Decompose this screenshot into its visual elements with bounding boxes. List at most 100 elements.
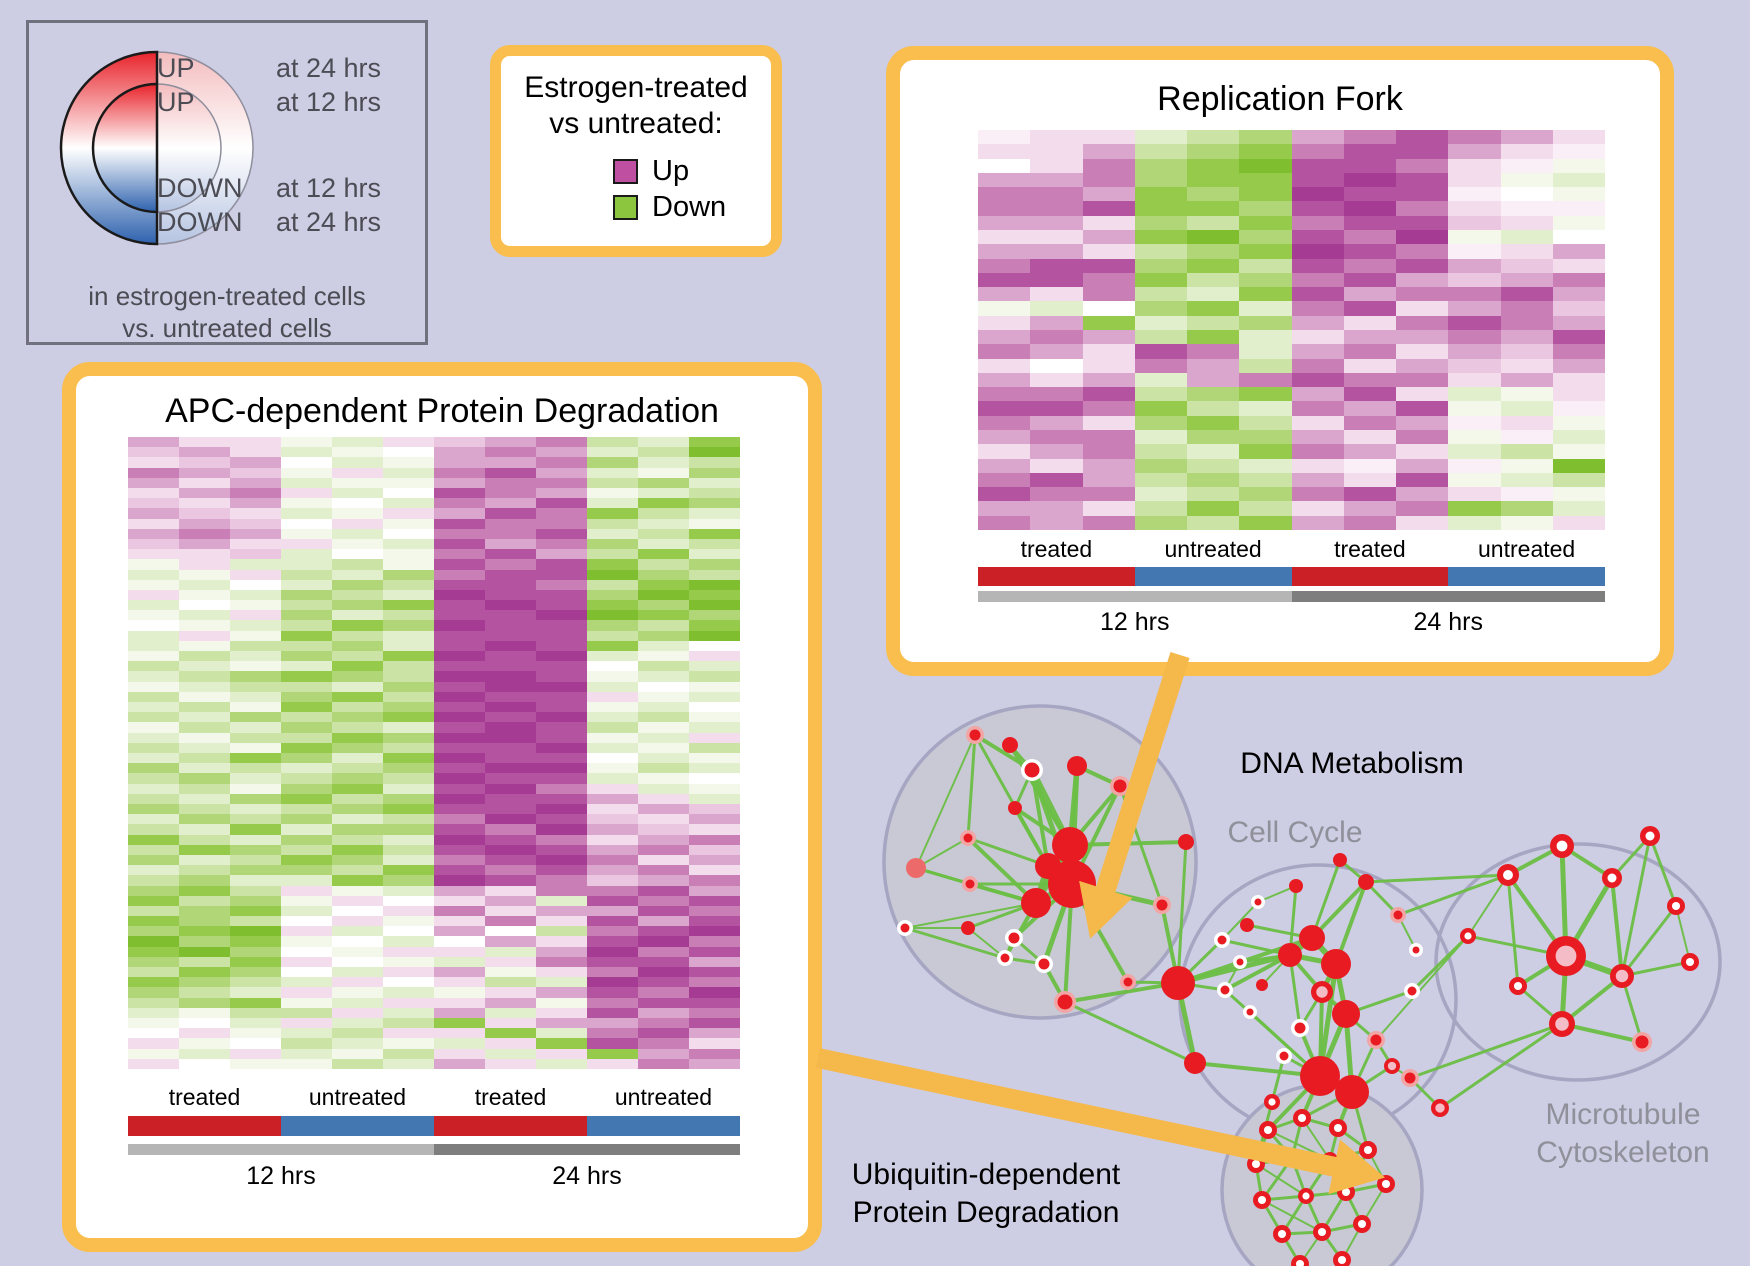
network-edge [1334, 881, 1368, 965]
heatmap-cell [1448, 215, 1501, 230]
heatmap-cell [978, 215, 1031, 230]
heatmap-cell [638, 946, 689, 957]
heatmap-cell [587, 467, 638, 478]
heatmap-cell [485, 722, 536, 733]
network-edge [1003, 937, 1016, 959]
heatmap-cell [230, 752, 281, 764]
heatmap-cell [230, 1058, 281, 1069]
network-edge [1066, 844, 1076, 885]
heatmap-cell [383, 447, 434, 458]
heatmap-cell [281, 691, 332, 703]
heatmap-cell [434, 1007, 485, 1019]
heatmap-cell [179, 569, 230, 580]
heatmap-cell [332, 569, 383, 580]
heatmap-cell [179, 875, 230, 886]
heatmap-cell [1396, 344, 1449, 359]
heatmap-cell [179, 742, 230, 753]
heatmap-cell [689, 569, 740, 580]
heatmap-cell [536, 865, 587, 876]
heatmap-cell [1187, 301, 1240, 316]
heatmap-cell [434, 640, 485, 652]
network-edge [1194, 1061, 1321, 1078]
heatmap-cell [485, 691, 536, 703]
heatmap-cell [689, 844, 740, 855]
heatmap-cell [587, 498, 638, 509]
gene-node-ring-white [1008, 932, 1020, 944]
heatmap-cell [1239, 158, 1292, 173]
heatmap-cell [638, 936, 689, 947]
heatmap-cell [332, 773, 383, 784]
heatmap-cell [281, 854, 332, 866]
heatmap-cell [332, 854, 383, 866]
apc-time-bar [128, 1144, 740, 1155]
heatmap-cell [230, 783, 281, 794]
heatmap-cell [1030, 229, 1083, 245]
heatmap-cell [1500, 372, 1553, 388]
heatmap-cell [128, 997, 179, 1008]
heatmap-cell [1500, 144, 1553, 159]
heatmap-cell [978, 372, 1031, 388]
heatmap-cell [978, 344, 1031, 359]
heatmap-cell [434, 865, 485, 876]
heatmap-cell [1291, 429, 1344, 445]
network-edge [1564, 953, 1624, 979]
heatmap-cell [383, 579, 434, 590]
heatmap-cell [230, 793, 281, 804]
heatmap-cell [332, 589, 383, 601]
heatmap-cell [587, 1048, 638, 1059]
heatmap-cell [281, 487, 332, 499]
heatmap-cell [978, 487, 1031, 502]
heatmap-cell [485, 803, 536, 815]
heatmap-cell [1552, 401, 1605, 416]
heatmap-cell [1396, 387, 1449, 402]
heatmap-cell [179, 722, 230, 733]
heatmap-cell [1187, 472, 1240, 488]
network-edge [1345, 1182, 1387, 1194]
heatmap-cell [332, 875, 383, 886]
heatmap-cell [1239, 344, 1292, 359]
heatmap-cell [332, 1058, 383, 1069]
heatmap-cell [536, 447, 587, 458]
network-edge [1223, 988, 1322, 1078]
heatmap-cell [587, 742, 638, 753]
network-edge [1280, 1233, 1302, 1265]
heatmap-cell [383, 844, 434, 855]
heatmap-cell [638, 803, 689, 815]
group-bar-segment [1291, 567, 1449, 586]
network-edge [1064, 1000, 1196, 1065]
heatmap-cell [128, 1028, 179, 1039]
heatmap-cell [638, 447, 689, 458]
network-edge [1561, 1022, 1643, 1044]
heatmap-cell [689, 905, 740, 917]
heatmap-cell [383, 926, 434, 937]
heatmap-cell [281, 916, 332, 927]
network-edge [1506, 874, 1520, 987]
heatmap-cell [434, 1028, 485, 1039]
heatmap-cell [1030, 487, 1083, 502]
gene-node-donut [1333, 1123, 1343, 1133]
ring-legend-time: at 12 hrs [275, 87, 381, 117]
heatmap-cell [281, 1028, 332, 1039]
heatmap-cell [638, 630, 689, 641]
heatmap-cell [689, 854, 740, 866]
heatmap-cell [281, 457, 332, 468]
heatmap-cell [434, 946, 485, 957]
heatmap-cell [1291, 344, 1344, 359]
heatmap-cell [332, 487, 383, 499]
heatmap-cell [434, 834, 485, 845]
heatmap-cell [638, 722, 689, 733]
heatmap-cell [1448, 144, 1501, 159]
heatmap-cell [179, 752, 230, 764]
heatmap-cell [638, 956, 689, 968]
network-edge [1648, 835, 1678, 907]
heatmap-cell [230, 569, 281, 580]
heatmap-cell [1030, 215, 1083, 230]
heatmap-cell [281, 630, 332, 641]
gene-node-ring-white [1243, 1005, 1257, 1019]
network-edge [1300, 1075, 1322, 1119]
group-bar-segment [128, 1116, 281, 1136]
heatmap-cell [1396, 515, 1449, 530]
heatmap-cell [1552, 372, 1605, 388]
heatmap-cell [434, 956, 485, 968]
heatmap-cell [587, 752, 638, 764]
